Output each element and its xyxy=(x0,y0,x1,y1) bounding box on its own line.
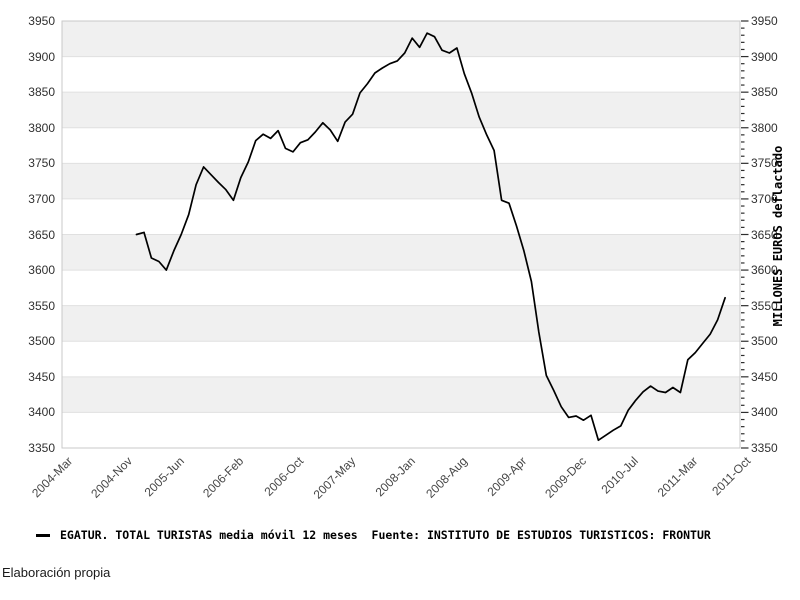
y-axis-tick-label: 3700 xyxy=(28,191,55,206)
y-axis-tick-label: 3600 xyxy=(28,263,55,278)
plot-band xyxy=(62,198,740,235)
plot-band xyxy=(62,127,740,164)
legend: EGATUR. TOTAL TURISTAS media móvil 12 me… xyxy=(36,527,711,543)
tourism-line-chart: 3350 3350 3400 3400 3450 3450 3500 3500 3550 3550… xyxy=(28,14,785,502)
y2-axis-tick-label: 3350 xyxy=(751,441,778,455)
plot-band xyxy=(62,376,740,413)
y2-axis-tick-label: 3600 xyxy=(751,263,778,278)
y-axis-tick-label: 3500 xyxy=(28,334,55,349)
plot-border xyxy=(61,20,741,449)
y2-axis-tick-label: 3550 xyxy=(751,298,778,313)
y-axis-tick-label: 3450 xyxy=(28,369,55,384)
plot-band xyxy=(62,270,740,306)
series-line xyxy=(135,32,726,442)
plot-band xyxy=(62,341,740,377)
legend-line-marker xyxy=(36,533,50,537)
plot-band xyxy=(62,412,740,448)
y2-axis-tick-label: 3650 xyxy=(751,227,778,242)
y-axis-tick-label: 3950 xyxy=(28,14,55,28)
y2-axis-tick-label: 3400 xyxy=(751,405,778,420)
plot-band xyxy=(62,234,740,271)
plot-band xyxy=(62,163,740,199)
y-axis-tick-label: 3900 xyxy=(28,49,55,64)
plot-band xyxy=(62,21,740,57)
y2-axis-tick-label: 3500 xyxy=(751,334,778,349)
legend-label: EGATUR. TOTAL TURISTAS media móvil 12 me… xyxy=(60,528,711,542)
plot-band xyxy=(62,305,740,342)
y2-axis-tick-label: 3750 xyxy=(751,156,778,171)
y2-axis-tick-label: 3900 xyxy=(751,49,778,64)
y-axis-tick-label: 3350 xyxy=(28,441,55,455)
y-axis-tick-label: 3800 xyxy=(28,120,55,135)
plot-canvas xyxy=(61,20,749,449)
y2-axis-tick-label: 3850 xyxy=(751,85,778,100)
footer-note: Elaboración propia xyxy=(2,565,111,580)
y2-axis-tick-label: 3950 xyxy=(751,14,778,28)
y2-axis-tick-label: 3700 xyxy=(751,191,778,206)
y2-axis-tick-label: 3450 xyxy=(751,369,778,384)
y-axis-tick-label: 3850 xyxy=(28,85,55,100)
y2-axis-title: MILLONES EUROS deflactado xyxy=(771,145,785,327)
plot-band xyxy=(62,56,740,93)
y-axis-tick-label: 3400 xyxy=(28,405,55,420)
plot-band xyxy=(62,92,740,128)
y2-axis-tick-label: 3800 xyxy=(751,120,778,135)
y-axis-tick-label: 3550 xyxy=(28,298,55,313)
y-axis-tick-label: 3650 xyxy=(28,227,55,242)
y-axis-tick-label: 3750 xyxy=(28,156,55,171)
